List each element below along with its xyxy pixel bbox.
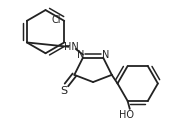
Text: N: N xyxy=(77,50,84,60)
Text: N: N xyxy=(102,50,110,60)
Text: HO: HO xyxy=(119,110,134,120)
Text: HN: HN xyxy=(64,42,79,53)
Text: S: S xyxy=(60,86,67,96)
Text: Cl: Cl xyxy=(51,15,61,25)
